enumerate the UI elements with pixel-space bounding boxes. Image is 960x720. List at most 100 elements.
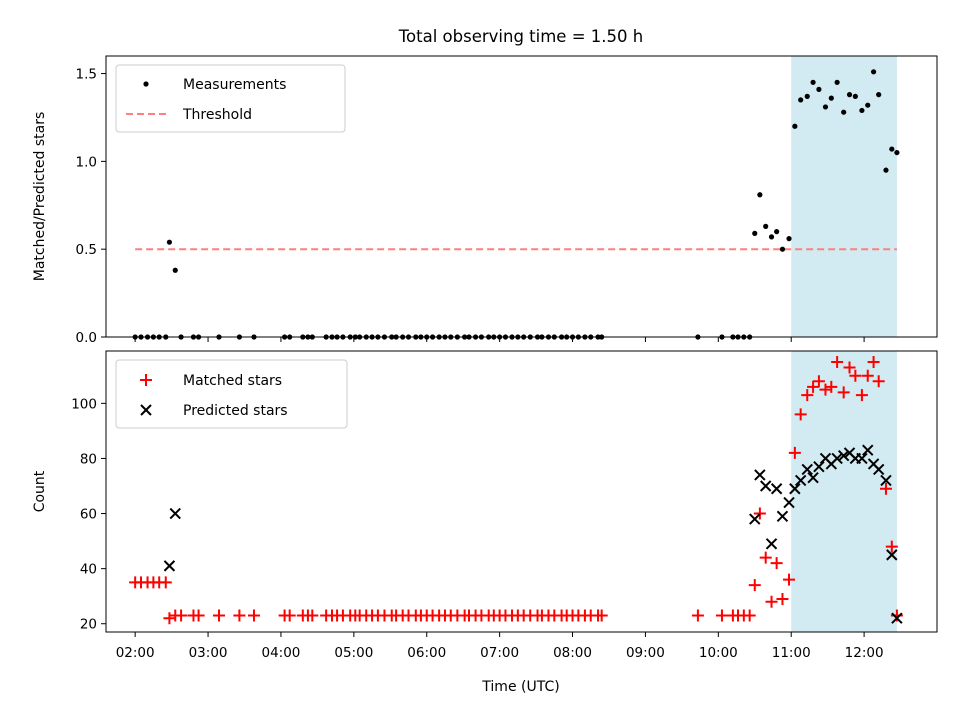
- predicted-star-point: [749, 513, 761, 525]
- matched-star-point: [233, 609, 246, 622]
- measurement-point: [166, 239, 173, 245]
- measurement-point: [841, 109, 847, 115]
- predicted-star-point: [886, 549, 898, 561]
- matched-star-point: [831, 356, 844, 369]
- measurement-point: [798, 97, 804, 103]
- x-tick-label: 06:00: [407, 645, 446, 661]
- matched-star-point: [837, 386, 850, 399]
- matched-star-point: [807, 380, 820, 393]
- predicted-star-point: [169, 507, 181, 520]
- matched-star-point: [825, 380, 838, 393]
- legend-threshold-label: Threshold: [182, 107, 252, 123]
- measurement-point: [889, 146, 895, 152]
- measurement-point: [774, 229, 780, 235]
- top-legend: Measurements Threshold: [115, 64, 346, 133]
- matched-star-point: [306, 609, 319, 622]
- matched-star-point: [159, 576, 172, 589]
- matched-star-point: [595, 609, 608, 622]
- measurement-point: [763, 223, 769, 229]
- predicted-star-point: [856, 452, 868, 465]
- measurement-point: [876, 92, 882, 98]
- matched-star-point: [175, 609, 188, 622]
- predicted-star-point: [891, 612, 903, 624]
- matched-star-point: [872, 375, 885, 388]
- predicted-star-point: [770, 483, 783, 495]
- matched-star-point: [788, 446, 801, 459]
- legend-matched-marker: [140, 374, 152, 386]
- predicted-star-point: [783, 496, 795, 509]
- matched-star-point: [783, 573, 796, 586]
- bottom-legend-box: [115, 359, 348, 429]
- measurement-point: [859, 107, 865, 114]
- y-tick-label: 40: [80, 562, 97, 578]
- chart-title: Total observing time = 1.50 h: [398, 27, 643, 46]
- matched-star-point: [247, 609, 260, 622]
- y-tick-label: 20: [80, 617, 97, 633]
- measurement-point: [757, 192, 763, 198]
- legend-measurements-marker: [143, 81, 149, 87]
- predicted-star-point: [807, 472, 819, 484]
- x-tick-label: 09:00: [626, 645, 665, 661]
- measurement-point: [804, 93, 810, 99]
- measurement-point: [752, 230, 758, 236]
- matched-star-point: [192, 609, 205, 622]
- bottom-y-axis-label: Count: [32, 470, 48, 512]
- matched-star-point: [283, 609, 296, 622]
- x-tick-label: 10:00: [699, 645, 738, 661]
- predicted-star-point: [759, 480, 772, 492]
- y-tick-label: 60: [80, 507, 97, 523]
- measurement-point: [834, 79, 840, 85]
- legend-predicted-marker: [140, 404, 152, 416]
- y-tick-label: 100: [71, 396, 97, 412]
- legend-measurements-label: Measurements: [183, 77, 286, 93]
- bottom-axis-ticks: 20 40 60 80 100 02:00 03:00 04:00 05:00 06:00 07:0…: [71, 396, 883, 661]
- matched-star-point: [855, 389, 868, 402]
- predicted-star-point: [801, 463, 813, 476]
- matched-star-point: [849, 369, 862, 382]
- matched-star-point: [691, 609, 704, 622]
- top-y-axis-label: Matched/Predicted stars: [32, 112, 48, 282]
- matched-star-point: [765, 595, 778, 608]
- matched-star-point: [753, 507, 766, 520]
- bottom-legend: Matched stars Predicted stars: [115, 359, 348, 429]
- matched-star-point: [801, 389, 814, 402]
- matched-star-point: [715, 609, 728, 622]
- top-axis-ticks: 0.0 0.5 1.0 1.5: [76, 67, 865, 346]
- y-tick-label: 0.5: [76, 242, 97, 258]
- matched-star-point: [885, 540, 898, 553]
- y-tick-label: 80: [80, 451, 97, 467]
- predicted-star-point: [163, 560, 176, 572]
- predicted-star-point: [831, 452, 843, 465]
- x-tick-label: 04:00: [261, 645, 300, 661]
- y-tick-label: 0.0: [76, 330, 97, 346]
- matched-star-point: [861, 369, 874, 382]
- x-tick-label: 07:00: [480, 645, 519, 661]
- measurement-point: [894, 149, 900, 156]
- x-tick-label: 02:00: [116, 645, 155, 661]
- predicted-star-point: [776, 510, 789, 523]
- measurement-point: [810, 79, 816, 85]
- x-tick-label: 03:00: [189, 645, 228, 661]
- bottom-marks: [129, 356, 903, 625]
- matched-star-point: [759, 551, 772, 564]
- predicted-star-point: [765, 538, 778, 550]
- matched-star-point: [776, 592, 789, 605]
- x-tick-label: 12:00: [845, 645, 884, 661]
- top-legend-box: [115, 64, 346, 133]
- matched-star-point: [770, 557, 783, 570]
- measurement-point: [865, 102, 871, 108]
- y-tick-label: 1.0: [76, 154, 97, 170]
- matched-star-point: [879, 482, 892, 495]
- matched-star-point: [748, 579, 761, 592]
- measurement-point: [779, 246, 786, 252]
- matched-star-point: [212, 609, 225, 622]
- predicted-star-point: [872, 463, 885, 476]
- predicted-star-point: [880, 474, 892, 487]
- bottom-axes-frame: [105, 350, 938, 633]
- measurement-point: [768, 234, 775, 240]
- matched-star-point: [743, 609, 756, 622]
- measurement-point: [792, 123, 798, 129]
- x-tick-label: 11:00: [772, 645, 811, 661]
- x-tick-label: 08:00: [553, 645, 592, 661]
